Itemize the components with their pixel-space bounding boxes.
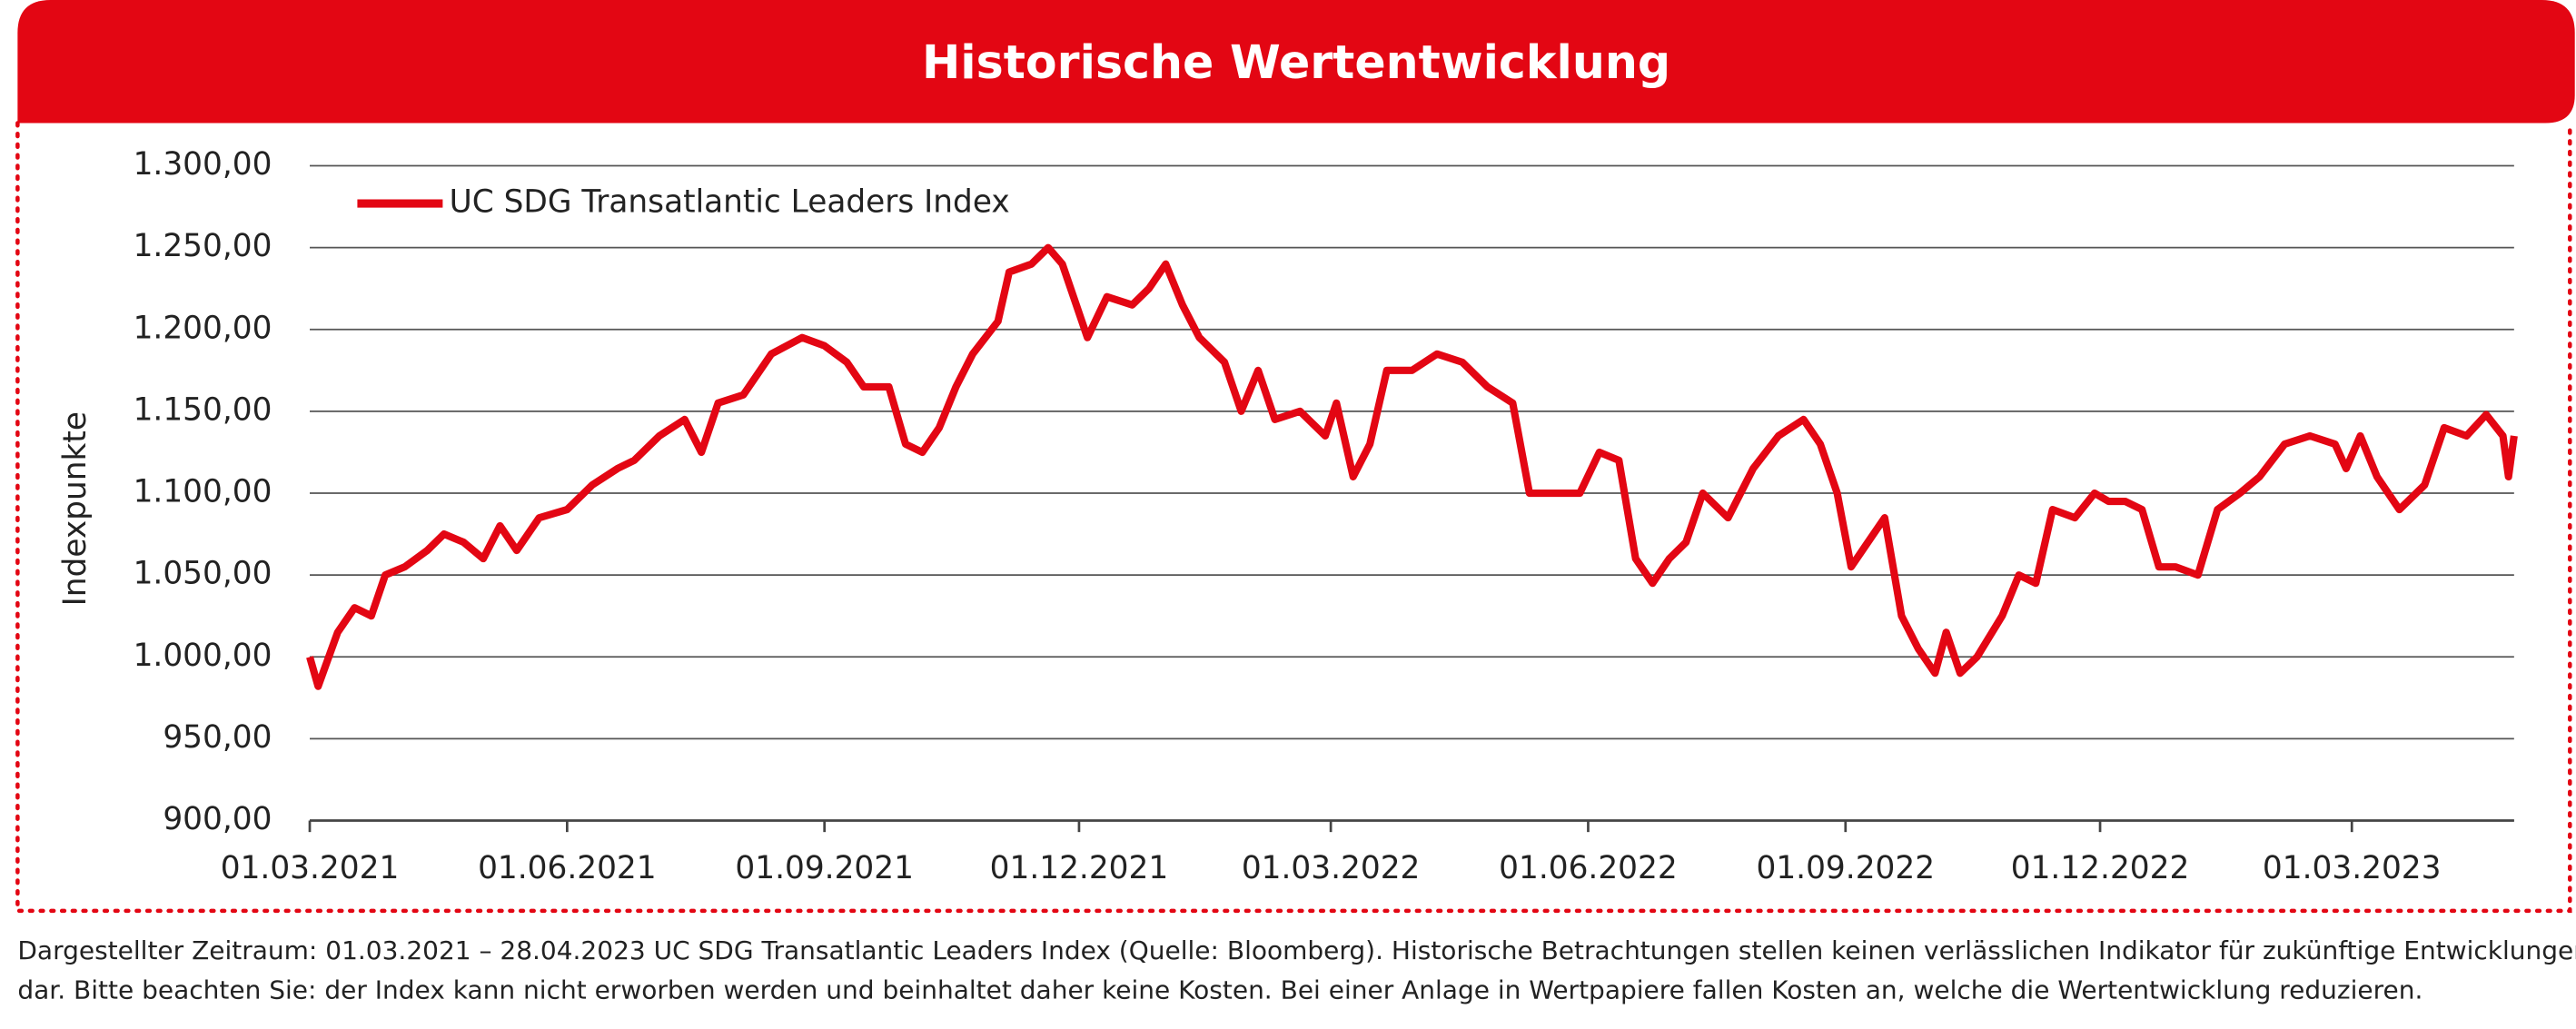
- header-bar: [17, 0, 2575, 124]
- footnote: dar. Bitte beachten Sie: der Index kann …: [17, 975, 2422, 1004]
- y-tick-label: 1.300,00: [134, 146, 272, 183]
- x-tick-label: 01.03.2023: [2263, 850, 2442, 886]
- footnote: Dargestellter Zeitraum: 01.03.2021 – 28.…: [17, 935, 2576, 965]
- y-tick-label: 900,00: [163, 801, 272, 837]
- x-tick-label: 01.03.2021: [221, 850, 400, 886]
- y-tick-label: 1.250,00: [134, 228, 272, 264]
- x-tick-label: 01.12.2022: [2011, 850, 2190, 886]
- x-tick-label: 01.12.2021: [990, 850, 1169, 886]
- chart-title: Historische Wertentwicklung: [922, 35, 1670, 89]
- legend-label: UC SDG Transatlantic Leaders Index: [450, 184, 1010, 221]
- y-tick-label: 1.150,00: [134, 391, 272, 428]
- x-tick-label: 01.03.2022: [1242, 850, 1421, 886]
- frame: [15, 121, 2572, 914]
- x-tick-label: 01.09.2021: [735, 850, 914, 886]
- x-tick-label: 01.09.2022: [1757, 850, 1936, 886]
- y-axis-label: Indexpunkte: [57, 411, 94, 606]
- x-tick-label: 01.06.2022: [1499, 850, 1678, 886]
- y-tick-label: 1.200,00: [134, 310, 272, 346]
- x-tick-label: 01.06.2021: [478, 850, 657, 886]
- series-line: [306, 243, 2518, 690]
- y-tick-label: 950,00: [163, 719, 272, 756]
- y-tick-label: 1.050,00: [134, 556, 272, 592]
- y-tick-label: 1.000,00: [134, 638, 272, 674]
- y-tick-label: 1.100,00: [134, 474, 272, 510]
